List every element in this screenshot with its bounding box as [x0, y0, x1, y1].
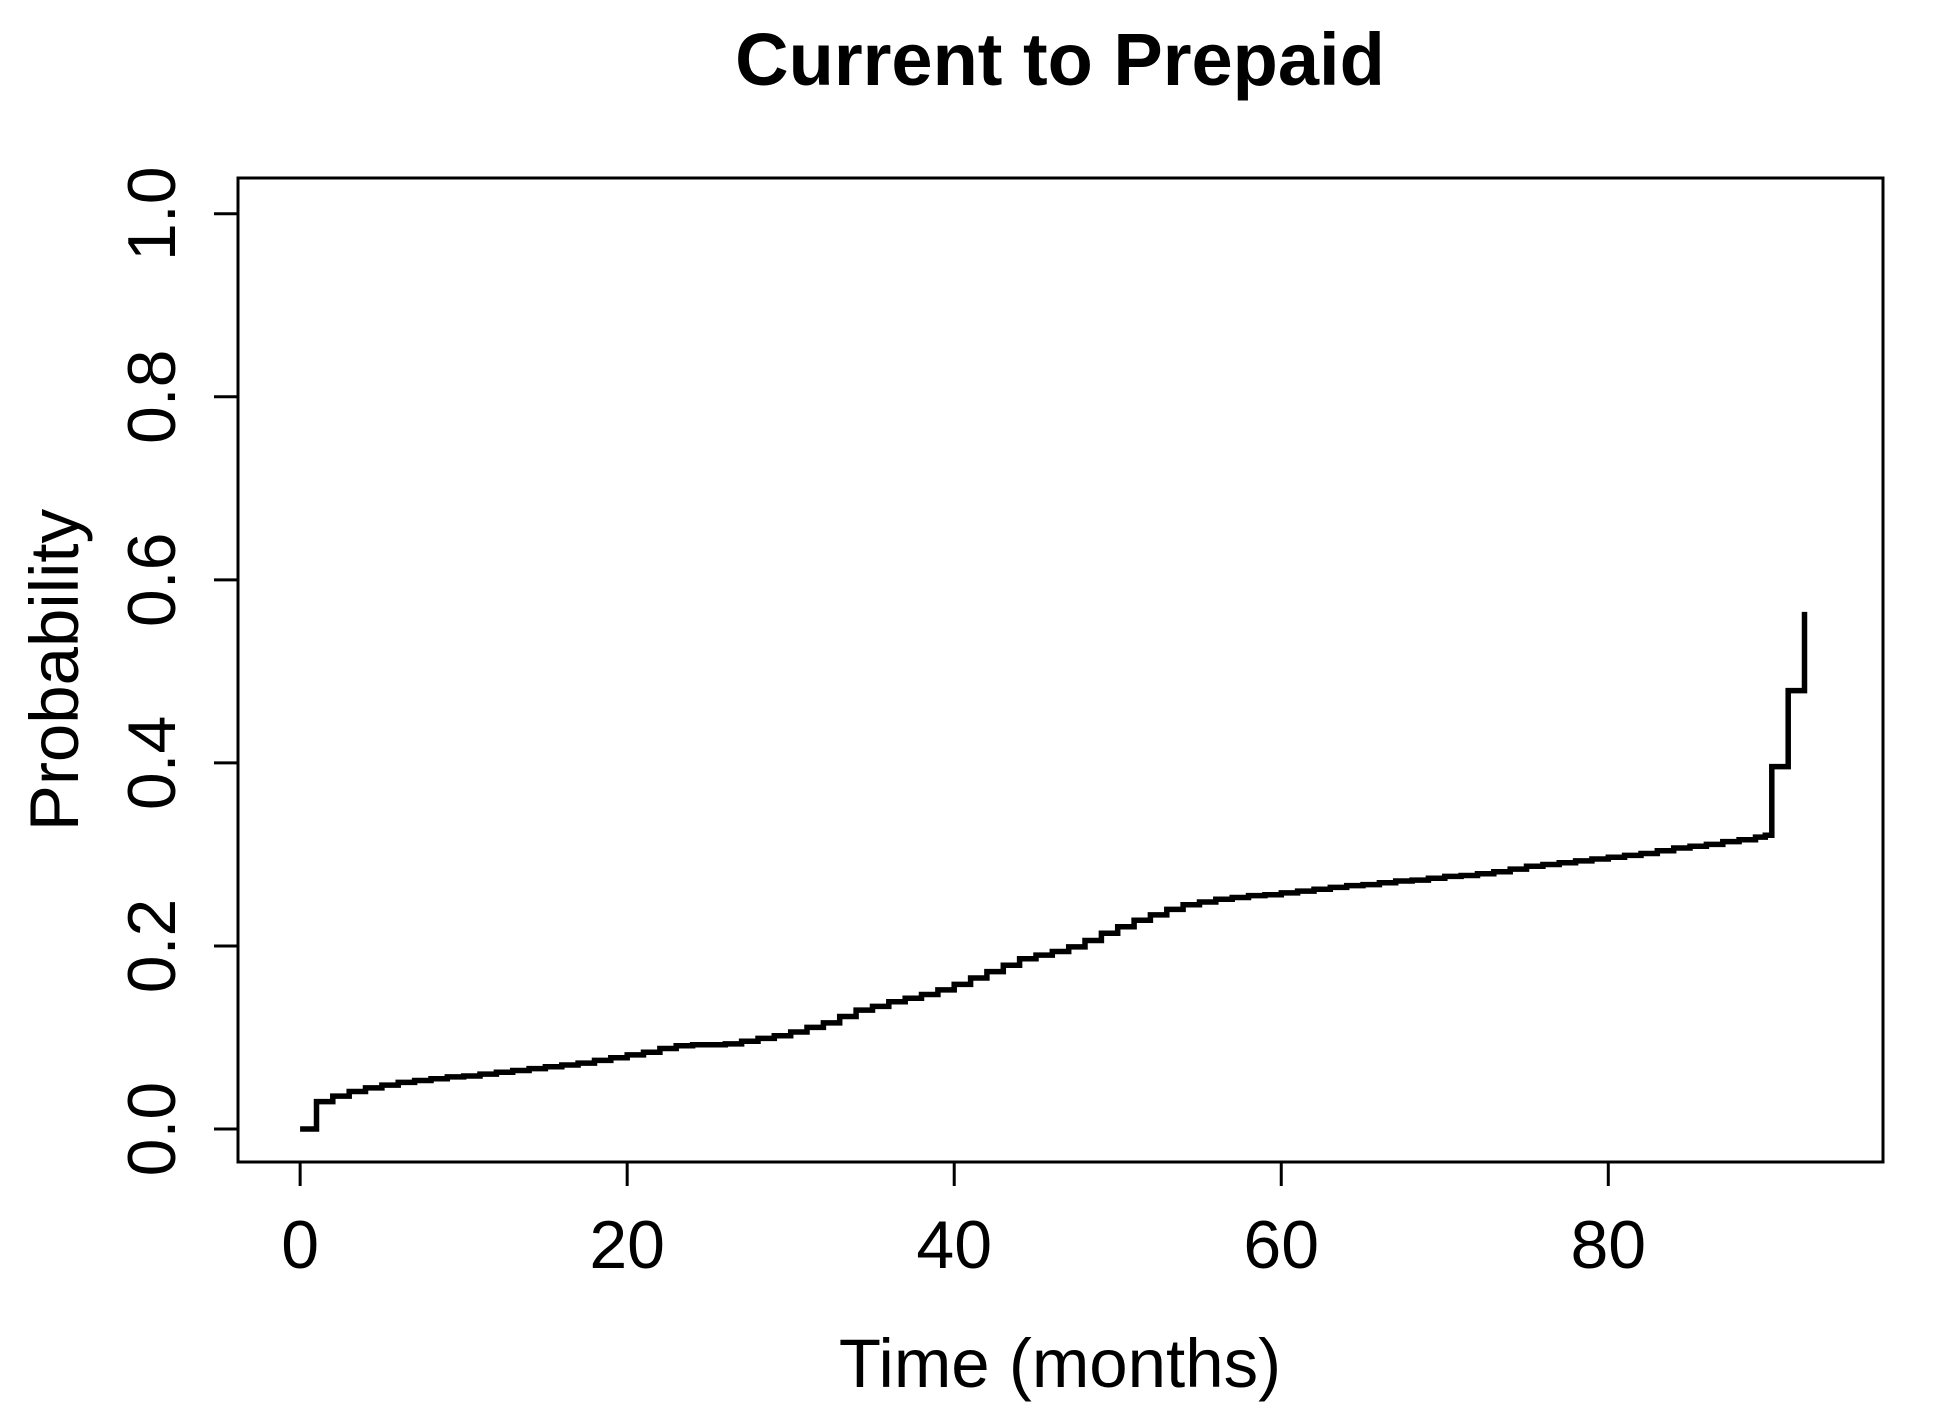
x-tick-label: 80: [1570, 1207, 1646, 1283]
x-tick-label: 40: [916, 1207, 992, 1283]
plot-box: [236, 176, 1885, 1164]
y-tick-label: 0.8: [114, 350, 190, 445]
y-tick-label: 1.0: [114, 166, 190, 261]
x-tick-label: 0: [281, 1207, 319, 1283]
y-axis-ticks: 0.0 0.2 0.4 0.6 0.8 1.0: [114, 166, 238, 1176]
y-axis-title: Probability: [16, 508, 93, 831]
cif-step-curve: [300, 611, 1808, 1132]
y-tick-label: 0.6: [114, 533, 190, 628]
y-tick-label: 0.0: [114, 1082, 190, 1177]
chart-title: Current to Prepaid: [735, 18, 1385, 101]
x-tick-label: 20: [589, 1207, 665, 1283]
x-axis-ticks: 0 20 40 60 80: [281, 1162, 1646, 1283]
y-tick-label: 0.2: [114, 899, 190, 994]
x-axis-title: Time (months): [839, 1325, 1281, 1402]
x-tick-label: 60: [1243, 1207, 1319, 1283]
y-tick-label: 0.4: [114, 716, 190, 811]
